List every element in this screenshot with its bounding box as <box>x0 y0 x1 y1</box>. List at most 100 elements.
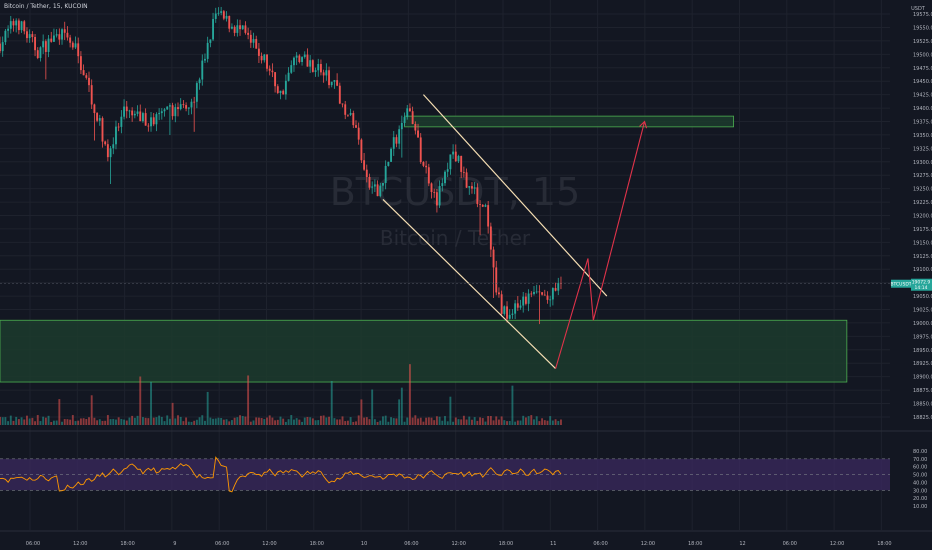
candle <box>163 107 166 117</box>
candle <box>519 299 522 310</box>
volume-bar <box>551 420 554 425</box>
volume-bar <box>417 418 419 425</box>
rsi-tick: 40.00 <box>913 480 927 486</box>
volume-bar <box>560 419 562 425</box>
candle <box>228 15 231 33</box>
drawings[interactable] <box>382 94 648 370</box>
volume-bar <box>147 418 150 425</box>
volume-bar <box>82 418 85 425</box>
candle <box>141 111 144 123</box>
volume-bar <box>330 381 333 425</box>
candle <box>36 47 39 60</box>
candle <box>201 54 204 86</box>
candle <box>535 284 538 294</box>
volume-bar <box>274 420 277 425</box>
volume-bar <box>435 416 438 425</box>
volume-bar <box>284 421 287 425</box>
last-price-badge <box>911 278 932 291</box>
candle <box>147 123 150 132</box>
resistance-zone[interactable] <box>404 115 734 128</box>
candle <box>392 131 395 156</box>
candle <box>158 108 161 121</box>
candle <box>193 96 196 132</box>
candle <box>209 39 212 48</box>
candle <box>77 37 80 64</box>
candle <box>506 301 508 323</box>
volume-bar <box>306 416 309 425</box>
candle <box>9 15 12 34</box>
volume-bar <box>497 419 500 425</box>
candle <box>355 120 357 128</box>
time-axis[interactable]: 06:00 12:00 18:00 9 06:00 12:00 18:00 10 06:00 12… <box>0 530 932 547</box>
candle <box>462 166 465 178</box>
price-tick: 19250.0 <box>913 187 932 193</box>
candle <box>101 116 104 148</box>
volume-bar <box>166 415 169 425</box>
volume-bar <box>422 421 425 425</box>
time-tick: 18:00 <box>120 541 134 547</box>
volume-bar <box>371 389 374 425</box>
volume-bar <box>376 421 379 425</box>
volume-bar <box>444 416 446 425</box>
volume-bar <box>131 415 134 425</box>
rsi-tick: 60.00 <box>913 465 927 471</box>
time-tick: 12:00 <box>451 541 465 547</box>
volume-bar <box>163 421 166 425</box>
candle <box>384 160 387 190</box>
volume-bar <box>44 417 47 425</box>
candle <box>284 74 287 100</box>
volume-bar <box>419 417 422 425</box>
volume-bar <box>257 417 260 425</box>
candle <box>484 203 487 208</box>
volume-bar <box>408 364 411 425</box>
candle <box>349 108 352 117</box>
candle <box>166 106 169 110</box>
volume-bar <box>141 417 144 425</box>
candle <box>217 7 220 16</box>
volume-bar <box>319 415 322 425</box>
candle <box>446 162 449 178</box>
watermark-symbol: BTCUSDT, 15 <box>330 170 581 214</box>
support-zone[interactable] <box>0 319 848 383</box>
candle <box>554 282 557 292</box>
candle <box>492 246 495 299</box>
candle <box>468 186 471 195</box>
symbol-title[interactable]: Bitcoin / Tether, 15, KUCOIN <box>4 3 88 10</box>
volume-bar <box>214 418 217 425</box>
price-tick: 19400.0 <box>913 106 932 112</box>
volume-bar <box>411 417 414 425</box>
price-tick: 19050.0 <box>913 294 932 300</box>
candle <box>131 107 134 122</box>
volume-bar <box>198 417 201 425</box>
volume-bar <box>112 418 115 425</box>
projection-path[interactable] <box>555 121 646 369</box>
volume-bar <box>47 415 50 425</box>
candle <box>174 103 177 123</box>
channel-lower-line[interactable] <box>382 198 556 370</box>
candle <box>177 102 179 117</box>
candle <box>106 139 109 162</box>
volume-bar <box>395 418 398 425</box>
candle <box>1 36 4 57</box>
price-tick: 19000.0 <box>913 321 932 327</box>
volume-bar <box>533 419 535 425</box>
channel-upper-line[interactable] <box>422 94 608 297</box>
candle <box>546 291 549 304</box>
candle <box>422 161 425 168</box>
candle <box>541 292 544 296</box>
volume-bar <box>398 399 401 425</box>
candle <box>112 137 115 155</box>
volume-bar <box>471 419 473 425</box>
candle <box>58 28 61 45</box>
candle <box>454 144 457 162</box>
volume-bar <box>171 402 174 425</box>
volume-bar <box>193 420 196 425</box>
candle <box>360 138 363 164</box>
candle <box>457 154 460 163</box>
volume-bar <box>468 416 471 425</box>
price-tick: 18975.0 <box>913 334 932 340</box>
price-tick: 19100.0 <box>913 267 932 273</box>
candle <box>549 295 552 307</box>
